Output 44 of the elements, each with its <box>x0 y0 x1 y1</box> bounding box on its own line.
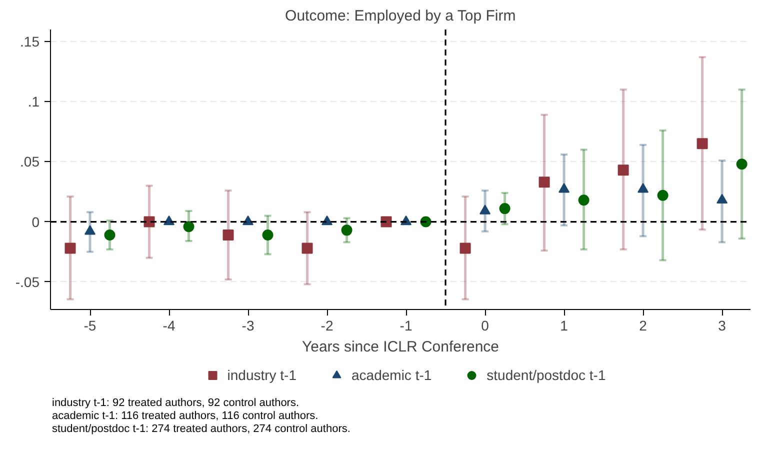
point <box>578 194 590 206</box>
point <box>144 216 155 228</box>
point <box>341 224 352 236</box>
point <box>480 204 491 214</box>
point <box>499 203 510 214</box>
x-axis-title: Years since ICLR Conference <box>302 338 500 356</box>
text: industry t-1: 92 treated authors, 92 control authors. <box>52 397 300 409</box>
point <box>262 230 274 240</box>
x-tick-label: -4 <box>162 318 176 334</box>
x-tick-label: -3 <box>242 318 254 334</box>
point <box>460 242 471 254</box>
point <box>84 225 96 235</box>
x-tick-label: -1 <box>400 318 412 334</box>
point <box>104 230 116 240</box>
point <box>380 216 392 228</box>
point <box>538 176 550 188</box>
x-tick-label: -2 <box>320 318 334 334</box>
y-tick-label: .1 <box>28 94 40 110</box>
legend-label: student/postdoc t-1 <box>486 367 606 383</box>
point <box>222 229 234 240</box>
y-tick-label: .15 <box>20 34 40 50</box>
chart-title: Outcome: Employed by a Top Firm <box>285 8 516 24</box>
point <box>64 242 76 254</box>
text: student/postdoc t-1: 274 treated authors, 274 control authors. <box>52 423 350 435</box>
point <box>696 138 708 150</box>
x-tick-label: 2 <box>639 318 648 334</box>
x-tick-label: -5 <box>84 318 96 334</box>
legend-label: industry t-1 <box>227 367 297 383</box>
point <box>302 242 313 254</box>
point <box>558 183 570 193</box>
y-tick-label: .05 <box>20 154 40 170</box>
legend-label: academic t-1 <box>352 367 432 383</box>
text: academic t-1: 116 treated authors, 116 control authors. <box>52 410 318 422</box>
point <box>183 221 194 232</box>
x-tick-label: 0 <box>481 318 490 334</box>
point <box>657 190 668 201</box>
x-tick-label: 3 <box>718 318 726 334</box>
y-tick-label: -.05 <box>15 274 40 290</box>
y-tick-label: 0 <box>32 214 40 230</box>
point <box>736 158 748 170</box>
point <box>638 183 649 193</box>
point <box>618 164 629 176</box>
point <box>716 194 728 204</box>
x-tick-label: 1 <box>560 318 568 334</box>
